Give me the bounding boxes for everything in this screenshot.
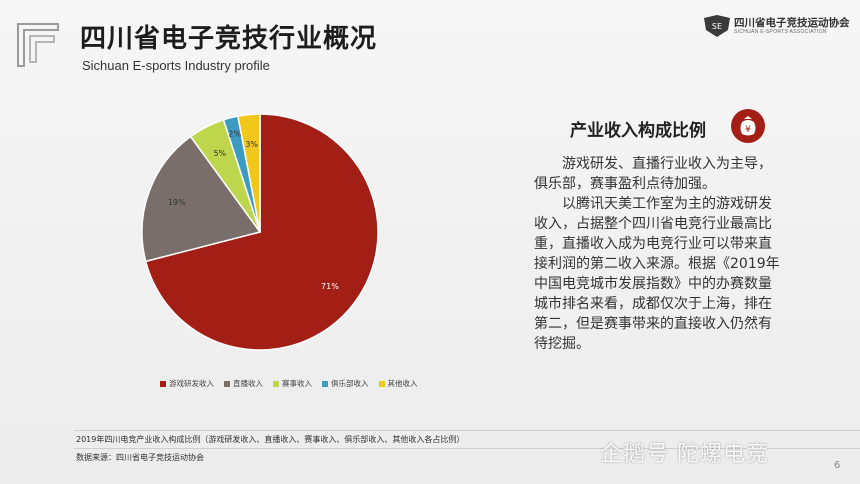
shield-logo-icon: SE xyxy=(704,15,730,37)
legend-label: 游戏研发收入 xyxy=(169,379,214,388)
svg-text:SE: SE xyxy=(712,22,722,31)
pie-label-5: 3% xyxy=(245,140,258,149)
legend-label: 其他收入 xyxy=(387,379,418,388)
footer-divider-top xyxy=(74,430,860,431)
pie-label-2: 19% xyxy=(168,198,186,207)
chart-legend: 游戏研发收入 直播收入 赛事收入 俱乐部收入 其他收入 xyxy=(160,378,418,389)
legend-item-5: 其他收入 xyxy=(378,378,418,389)
legend-label: 直播收入 xyxy=(233,379,263,388)
association-name-en: SICHUAN E-SPORTS ASSOCIATION xyxy=(734,29,827,35)
data-source: 数据来源：四川省电子竞技运动协会 xyxy=(76,453,204,462)
money-bag-icon: ¥ xyxy=(731,109,765,143)
legend-label: 俱乐部收入 xyxy=(331,379,369,388)
legend-swatch xyxy=(224,380,230,387)
pie-label-1: 71% xyxy=(321,282,339,291)
legend-item-4: 俱乐部收入 xyxy=(322,378,369,389)
legend-item-1: 游戏研发收入 xyxy=(160,378,214,389)
page-title: 四川省电子竞技行业概况 xyxy=(80,24,378,54)
legend-swatch xyxy=(322,380,328,387)
legend-swatch xyxy=(273,380,279,387)
pie-slice-1 xyxy=(144,113,379,351)
chart-caption: 2019年四川电竞产业收入构成比例（游戏研发收入、直播收入、赛事收入、俱乐部收入… xyxy=(76,435,465,444)
pie-label-3: 5% xyxy=(213,149,226,158)
watermark: 企鹅号 陀螺电竞 xyxy=(600,442,769,467)
association-logo: SE 四川省电子竞技运动协会 SICHUAN E-SPORTS ASSOCIAT… xyxy=(702,14,850,42)
pie-slice-5 xyxy=(237,113,261,233)
revenue-pie-chart: 71% 19% 5% 2% 3% xyxy=(141,113,379,351)
revenue-section-title: 产业收入构成比例 xyxy=(570,121,706,141)
legend-item-2: 直播收入 xyxy=(224,378,263,389)
revenue-paragraph-1: 游戏研发、直播行业收入为主导，俱乐部，赛事盈利点待加强。 xyxy=(534,156,772,192)
legend-swatch xyxy=(378,380,385,387)
association-name: 四川省电子竞技运动协会 xyxy=(734,17,850,29)
pie-label-4: 2% xyxy=(228,130,241,139)
footer-divider-bottom xyxy=(74,448,860,449)
revenue-description: 游戏研发、直播行业收入为主导，俱乐部，赛事盈利点待加强。 以腾讯天美工作室为主的… xyxy=(534,154,784,354)
legend-label: 赛事收入 xyxy=(282,379,312,388)
revenue-paragraph-2: 以腾讯天美工作室为主的游戏研发收入，占据整个四川省电竞行业最高比重，直播收入成为… xyxy=(534,196,780,352)
page-subtitle: Sichuan E-sports Industry profile xyxy=(82,58,270,73)
page-number: 6 xyxy=(834,460,841,471)
svg-text:¥: ¥ xyxy=(745,125,751,135)
legend-swatch xyxy=(160,380,166,387)
legend-item-3: 赛事收入 xyxy=(273,378,312,389)
pie-slice-2 xyxy=(141,135,262,263)
corner-bracket-logo xyxy=(17,23,59,67)
